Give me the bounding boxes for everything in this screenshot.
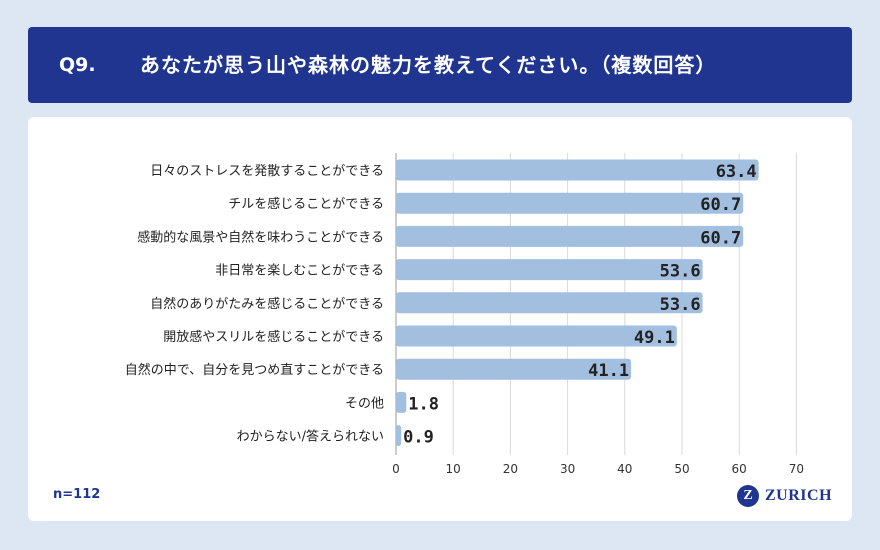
bar <box>396 425 402 447</box>
zurich-logo: Z ZURICH <box>737 484 832 508</box>
category-label: 非日常を楽しむことができる <box>215 263 384 279</box>
category-label: 感動的な風景や自然を味わうことができる <box>137 229 384 245</box>
x-tick-label: 30 <box>560 462 575 476</box>
category-label: 自然のありがたみを感じることができる <box>150 296 384 312</box>
bar <box>396 391 407 413</box>
sample-size: n=112 <box>53 487 101 502</box>
value-label: 53.6 <box>660 262 701 282</box>
x-tick-label: 50 <box>674 462 689 476</box>
x-tick-label: 20 <box>503 462 518 476</box>
value-label: 41.1 <box>588 361 629 381</box>
value-label: 60.7 <box>700 195 741 215</box>
value-label: 49.1 <box>634 328 675 348</box>
x-tick-label: 10 <box>446 462 461 476</box>
zurich-logo-text: ZURICH <box>765 487 833 504</box>
value-label: 53.6 <box>660 295 701 315</box>
category-label: チルを感じることができる <box>228 196 384 212</box>
zurich-logo-icon: Z <box>737 485 759 507</box>
value-label: 0.9 <box>403 428 434 448</box>
bar <box>396 225 744 247</box>
bar <box>396 192 744 214</box>
question-number: Q9. <box>59 54 96 76</box>
x-tick-label: 60 <box>732 462 747 476</box>
bar <box>396 159 759 181</box>
category-label: 開放感やスリルを感じることができる <box>163 329 384 345</box>
category-label: その他 <box>345 396 384 411</box>
value-label: 63.4 <box>716 162 757 182</box>
x-tick-label: 0 <box>392 462 400 476</box>
category-label: わからない/答えられない <box>237 429 384 445</box>
x-tick-label: 70 <box>789 462 804 476</box>
bar <box>396 325 677 347</box>
value-label: 60.7 <box>700 228 741 248</box>
question-title: あなたが思う山や森林の魅力を教えてください。（複数回答） <box>140 53 717 77</box>
bar <box>396 292 703 314</box>
x-tick-label: 40 <box>617 462 632 476</box>
question-header: Q9. あなたが思う山や森林の魅力を教えてください。（複数回答） <box>28 27 852 103</box>
bar <box>396 358 632 380</box>
bar <box>396 259 703 281</box>
chart-panel <box>28 117 852 521</box>
category-label: 日々のストレスを発散することができる <box>150 164 384 179</box>
category-label: 自然の中で、自分を見つめ直すことができる <box>125 362 384 378</box>
value-label: 1.8 <box>408 394 439 414</box>
